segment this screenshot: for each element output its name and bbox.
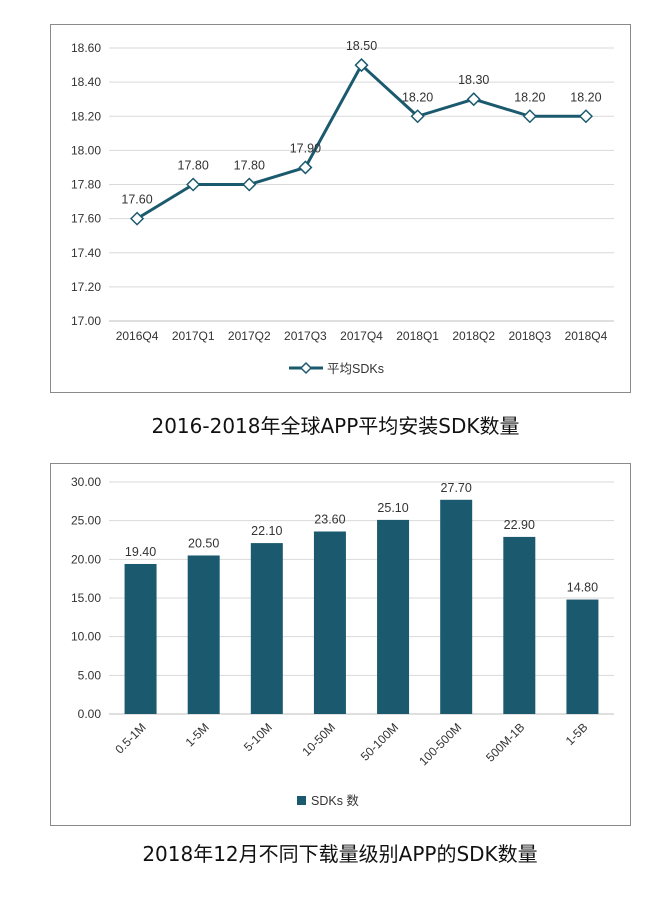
- line-chart-panel: 17.00 17.20 17.40 17.60 17.80 18.00 18.20 18.40…: [50, 24, 631, 393]
- x-tick-label: 50-100M: [358, 720, 401, 763]
- bar: [313, 531, 346, 714]
- bar-chart-caption: 2018年12月不同下载量级别APP的SDK数量: [142, 842, 538, 866]
- x-tick-label: 0.5-1M: [112, 720, 148, 756]
- legend-label: SDKs 数: [311, 793, 359, 808]
- data-point: [410, 109, 425, 124]
- x-tick-label: 2018Q3: [508, 329, 551, 343]
- data-point: [186, 177, 201, 192]
- y-tick-label: 17.00: [71, 314, 101, 328]
- x-tick-label: 1-5M: [183, 720, 212, 749]
- legend-marker: [299, 361, 313, 375]
- data-point: [466, 92, 481, 107]
- data-point: [354, 58, 369, 73]
- data-point: [578, 109, 594, 124]
- x-tick-label: 10-50M: [299, 720, 338, 759]
- data-label: 18.20: [514, 90, 545, 104]
- bar: [503, 536, 536, 714]
- x-tick-label: 500M-1B: [483, 720, 527, 764]
- y-tick-label: 18.00: [71, 143, 101, 157]
- y-tick-label: 10.00: [71, 630, 101, 644]
- y-tick-label: 18.20: [71, 109, 101, 123]
- data-point: [242, 177, 257, 192]
- y-tick-label: 17.80: [71, 178, 101, 192]
- data-label: 17.80: [234, 159, 265, 173]
- x-tick-label: 2017Q3: [284, 329, 327, 343]
- data-label: 27.70: [441, 481, 472, 495]
- data-label: 17.80: [178, 159, 209, 173]
- line-chart-caption: 2016-2018年全球APP平均安装SDK数量: [151, 414, 520, 438]
- y-tick-label: 17.40: [71, 246, 101, 260]
- y-tick-label: 25.00: [71, 514, 101, 528]
- data-label: 25.10: [377, 501, 408, 515]
- data-label: 19.40: [125, 545, 156, 559]
- data-label: 14.80: [567, 581, 598, 595]
- bar: [377, 519, 410, 714]
- bar-chart: 0.00 5.00 10.00 15.00 20.00 25.00 30.00 19.40 20…: [71, 475, 614, 808]
- legend-swatch: [297, 796, 306, 805]
- line-chart: 17.00 17.20 17.40 17.60 17.80 18.00 18.20 18.40…: [71, 39, 614, 376]
- bar-chart-panel: 0.00 5.00 10.00 15.00 20.00 25.00 30.00 19.40 20…: [50, 463, 631, 826]
- y-tick-label: 17.20: [71, 280, 101, 294]
- data-point: [298, 160, 313, 175]
- data-label: 20.50: [188, 536, 219, 550]
- data-label: 18.20: [570, 90, 601, 104]
- bar: [250, 543, 283, 714]
- data-label: 17.60: [121, 193, 152, 207]
- y-tick-label: 18.60: [71, 41, 101, 55]
- y-tick-label: 17.60: [71, 212, 101, 226]
- y-tick-label: 0.00: [78, 707, 102, 721]
- data-label: 22.90: [504, 518, 535, 532]
- x-tick-label: 2017Q2: [228, 329, 271, 343]
- data-point: [129, 211, 145, 226]
- x-tick-label: 2018Q1: [396, 329, 439, 343]
- data-point: [522, 109, 537, 124]
- y-tick-label: 15.00: [71, 591, 101, 605]
- data-label: 23.60: [314, 512, 345, 526]
- x-tick-label: 1-5B: [563, 720, 591, 748]
- bar: [566, 599, 599, 714]
- x-tick-label: 5-10M: [241, 720, 275, 754]
- data-label: 18.50: [346, 39, 377, 53]
- data-label: 17.90: [290, 141, 321, 155]
- data-label: 22.10: [251, 524, 282, 538]
- bar: [440, 499, 473, 714]
- series-line: [136, 63, 586, 220]
- x-tick-label: 2016Q4: [116, 329, 159, 343]
- data-label: 18.30: [458, 73, 489, 87]
- data-label: 18.20: [402, 90, 433, 104]
- x-tick-label: 2017Q4: [340, 329, 383, 343]
- x-tick-label: 2017Q1: [172, 329, 215, 343]
- bar: [187, 555, 220, 714]
- bar: [124, 563, 157, 714]
- y-tick-label: 30.00: [71, 475, 101, 489]
- legend-label: 平均SDKs: [327, 362, 384, 376]
- x-tick-label: 2018Q2: [452, 329, 495, 343]
- y-tick-label: 20.00: [71, 552, 101, 566]
- y-tick-label: 5.00: [78, 668, 102, 682]
- x-tick-label: 100-500M: [416, 720, 464, 768]
- y-tick-label: 18.40: [71, 75, 101, 89]
- x-tick-label: 2018Q4: [565, 329, 608, 343]
